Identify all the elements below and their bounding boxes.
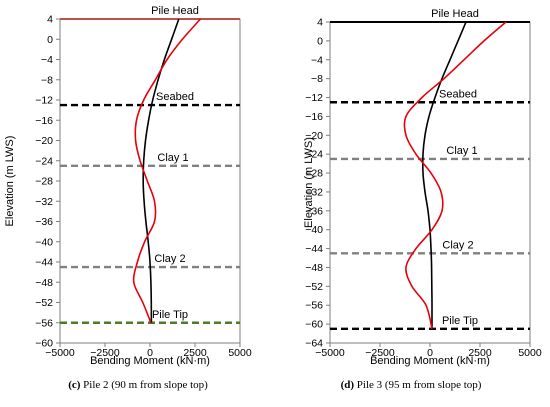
chart-d-y-axis-title: Elevation (m LWS) bbox=[303, 137, 315, 228]
chart-c-x-axis-title: Bending Moment (kN·m) bbox=[90, 355, 210, 367]
chart-c-ref-label-clay-1: Clay 1 bbox=[157, 152, 188, 164]
chart-c-x-tick-label: 0 bbox=[147, 347, 153, 359]
chart-d-y-tick-label: −56 bbox=[305, 300, 323, 312]
chart-c-x-tick-label: 2500 bbox=[183, 347, 207, 359]
chart-d-ref-label-pile-head: Pile Head bbox=[431, 8, 479, 20]
chart-c-y-tick-label: −52 bbox=[35, 297, 53, 309]
chart-d-series-black-curve bbox=[421, 21, 467, 329]
caption-d-text: Pile 3 (95 m from slope top) bbox=[356, 379, 482, 391]
chart-c-series-black-curve bbox=[142, 18, 180, 323]
chart-c-y-tick-label: −24 bbox=[35, 155, 53, 167]
chart-d-y-tick-label: −64 bbox=[305, 338, 323, 350]
chart-c-x-tick-label: 5000 bbox=[228, 347, 252, 359]
caption-c-label: (c) bbox=[68, 379, 81, 391]
chart-c-y-tick-label: −20 bbox=[35, 135, 53, 147]
chart-d-y-tick-label: −28 bbox=[305, 168, 323, 180]
chart-c-plot-frame bbox=[59, 18, 241, 344]
chart-d-y-tick-label: 0 bbox=[317, 35, 323, 47]
caption-c: (c) Pile 2 (90 m from slope top) bbox=[6, 379, 270, 391]
chart-d-y-tick-label: −16 bbox=[305, 111, 323, 123]
chart-c-y-tick-label: −44 bbox=[35, 257, 53, 269]
chart-c-y-tick-label: −4 bbox=[41, 54, 53, 66]
chart-c-y-tick-label: −60 bbox=[35, 338, 53, 350]
chart-d-y-tick-label: −44 bbox=[305, 243, 323, 255]
chart-d-y-tick-label: −48 bbox=[305, 262, 323, 274]
chart-c-ref-label-pile-head: Pile Head bbox=[151, 5, 199, 17]
chart-d-y-tick-label: −24 bbox=[305, 149, 323, 161]
chart-d-x-tick-label: 2500 bbox=[468, 347, 492, 359]
chart-d-y-tick-label: 4 bbox=[317, 17, 323, 29]
chart-c-y-tick-label: −36 bbox=[35, 216, 53, 228]
chart-d-x-tick-label: 0 bbox=[427, 347, 433, 359]
chart-d-x-tick-label: 5000 bbox=[518, 347, 542, 359]
chart-d-y-tick-label: −52 bbox=[305, 281, 323, 293]
chart-d-series-red-curve bbox=[403, 21, 507, 329]
chart-d-y-tick-label: −12 bbox=[305, 92, 323, 104]
chart-c-y-tick-label: −16 bbox=[35, 115, 53, 127]
chart-d-ref-label-clay-2: Clay 2 bbox=[442, 239, 473, 251]
chart-c-y-tick-label: −12 bbox=[35, 95, 53, 107]
caption-c-text: Pile 2 (90 m from slope top) bbox=[83, 379, 208, 391]
chart-c-y-tick-label: −8 bbox=[41, 74, 53, 86]
chart-c-y-tick-label: 0 bbox=[47, 34, 53, 46]
chart-c-y-tick-label: −32 bbox=[35, 196, 53, 208]
chart-d-x-tick-label: −2500 bbox=[365, 347, 395, 359]
chart-c-y-tick-label: −48 bbox=[35, 277, 53, 289]
chart-c-series-red-curve bbox=[132, 18, 201, 324]
chart-d-y-tick-label: −60 bbox=[305, 319, 323, 331]
chart-c-ref-label-seabed: Seabed bbox=[156, 91, 194, 103]
chart-c-y-tick-label: −56 bbox=[35, 317, 53, 329]
chart-d-x-tick-label: −5000 bbox=[315, 347, 345, 359]
chart-c-ref-label-clay-2: Clay 2 bbox=[154, 253, 185, 265]
caption-d-label: (d) bbox=[340, 379, 355, 391]
chart-d-ref-label-pile-tip: Pile Tip bbox=[442, 315, 478, 327]
chart-d-plot-frame bbox=[329, 21, 531, 344]
chart-c-y-tick-label: 4 bbox=[47, 14, 53, 26]
chart-d-x-axis-title: Bending Moment (kN·m) bbox=[370, 355, 490, 367]
chart-d-y-tick-label: −40 bbox=[305, 224, 323, 236]
chart-d-y-tick-label: −4 bbox=[311, 54, 323, 66]
chart-c-x-tick-label: −5000 bbox=[45, 347, 75, 359]
chart-d-ref-label-clay-1: Clay 1 bbox=[446, 145, 477, 157]
chart-c-y-tick-label: −28 bbox=[35, 176, 53, 188]
caption-d: (d) Pile 3 (95 m from slope top) bbox=[276, 379, 546, 391]
chart-d-y-tick-label: −32 bbox=[305, 186, 323, 198]
chart-d-ref-label-seabed: Seabed bbox=[439, 88, 477, 100]
chart-d-y-tick-label: −36 bbox=[305, 205, 323, 217]
chart-d-y-tick-label: −8 bbox=[311, 73, 323, 85]
chart-c-y-axis-title: Elevation (m LWS) bbox=[4, 136, 16, 227]
chart-d-y-tick-label: −20 bbox=[305, 130, 323, 142]
chart-c-y-tick-label: −40 bbox=[35, 236, 53, 248]
chart-c-ref-label-pile-tip: Pile Tip bbox=[152, 309, 188, 321]
chart-c-x-tick-label: −2500 bbox=[90, 347, 120, 359]
